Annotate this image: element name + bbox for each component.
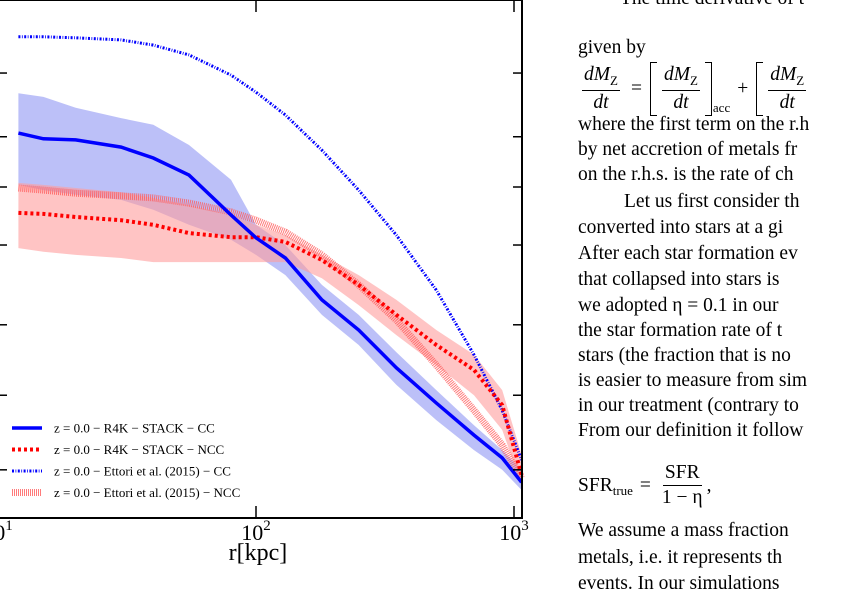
equation: dMZ dt = dMZ dt acc + dMZ dt <box>578 62 810 116</box>
text-line: by net accretion of metals fr <box>578 139 798 160</box>
text-line: Let us first consider th <box>624 191 800 212</box>
x-tick-label: 102 <box>241 518 271 545</box>
text-line: is easier to measure from sim <box>578 370 808 391</box>
eq-text: dM <box>770 64 797 86</box>
eq-text: dt <box>593 91 609 113</box>
text-line: After each star formation ev <box>578 243 798 264</box>
x-tick-label: 101 <box>0 518 13 545</box>
text-line: We assume a mass fraction <box>578 520 789 541</box>
text-line: that collapsed into stars is <box>578 269 780 290</box>
legend-label: z = 0.0 − R4K − STACK − NCC <box>54 442 224 457</box>
plot-frame <box>0 0 523 519</box>
text-line: The time derivative of t <box>620 0 804 10</box>
text-line: given by <box>578 37 646 58</box>
equation: SFR true = SFR 1 − η , <box>578 462 712 509</box>
eq-text: dt <box>673 91 689 113</box>
x-tick-label: 103 <box>499 518 529 545</box>
eq-text: dM <box>663 64 690 86</box>
series-line <box>18 35 523 461</box>
figure: 101102103r[kpc]z = 0.0 − R4K − STACK − C… <box>0 0 529 566</box>
series-line <box>18 210 524 476</box>
legend-label: z = 0.0 − R4K − STACK − CC <box>54 421 215 436</box>
text-line: metals, i.e. it represents th <box>578 547 783 568</box>
bracket <box>649 62 657 116</box>
series-line <box>18 131 523 484</box>
series-line <box>18 184 525 480</box>
x-tick-exponent: 1 <box>5 518 13 534</box>
x-tick-base: 10 <box>0 520 5 545</box>
eq-text: , <box>706 474 712 496</box>
eq-text: = <box>639 474 651 496</box>
eq-text: + <box>737 78 749 99</box>
eq-text: dt <box>779 91 795 113</box>
eq-text: 1 − η <box>661 487 703 508</box>
eq-text: Z <box>610 72 618 88</box>
band <box>18 93 522 490</box>
text-line: where the first term on the r.h <box>578 114 810 135</box>
bracket <box>704 62 712 116</box>
x-axis-label: r[kpc] <box>229 540 288 566</box>
eq-text: = <box>630 78 642 99</box>
eq-text: SFR <box>662 462 702 486</box>
eq-text: Z <box>689 72 698 88</box>
x-tick-exponent: 3 <box>521 518 529 534</box>
eq-text: dM <box>584 64 610 86</box>
text-line: in our treatment (contrary to <box>578 395 799 416</box>
text-line: we adopted η = 0.1 in our <box>578 295 779 316</box>
bracket <box>756 62 764 116</box>
fraction: dMZ dt <box>661 64 700 114</box>
fraction: dMZ dt <box>768 64 807 114</box>
eq-text: true <box>612 483 633 498</box>
fraction: SFR 1 − η <box>662 462 703 509</box>
legend-label: z = 0.0 − Ettori et al. (2015) − CC <box>54 464 231 479</box>
text-line: From our definition it follow <box>578 420 804 441</box>
eq-text: Z <box>796 72 805 88</box>
text-line: on the r.h.s. is the rate of ch <box>578 164 794 185</box>
text-line: converted into stars at a gi <box>578 217 784 238</box>
eq-text: acc <box>712 100 731 115</box>
text-line: events. In our simulations <box>578 573 780 594</box>
text-line: stars (the fraction that is no <box>578 345 791 366</box>
band <box>18 182 522 485</box>
eq-text: SFR <box>578 474 613 496</box>
x-tick-exponent: 2 <box>263 518 271 534</box>
fraction: dMZ dt <box>582 64 620 114</box>
legend-label: z = 0.0 − Ettori et al. (2015) − NCC <box>54 485 240 500</box>
x-tick-base: 10 <box>499 520 521 545</box>
x-tick-base: 10 <box>241 520 263 545</box>
text-line: the star formation rate of t <box>578 320 783 341</box>
